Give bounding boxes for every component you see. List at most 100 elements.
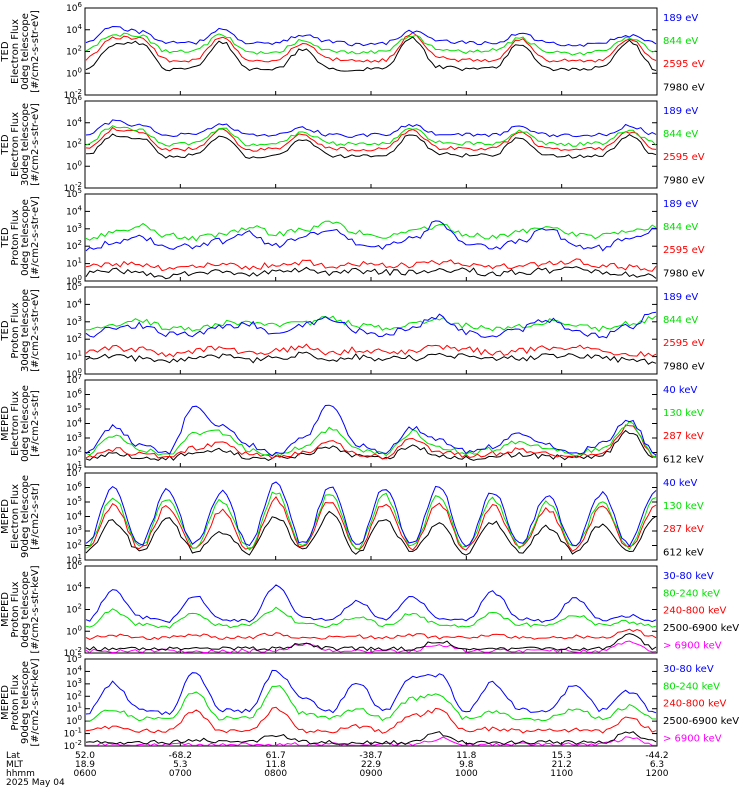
y-tick-label: 105 <box>66 402 82 415</box>
y-tick-label: 102 <box>66 239 82 252</box>
y-tick-label: 10-2 <box>64 181 82 194</box>
legend-label: 2595 eV <box>663 245 705 256</box>
y-tick-label: 103 <box>66 431 82 444</box>
legend-label: > 6900 keV <box>663 733 722 744</box>
legend-label: 30-80 keV <box>663 571 714 582</box>
y-tick-label: 103 <box>66 222 82 235</box>
legend-label: 2595 eV <box>663 59 705 70</box>
series-line-3 <box>85 220 657 242</box>
series-line-4 <box>85 119 657 138</box>
series-line-5 <box>85 584 657 623</box>
y-tick-label: 105 <box>66 187 82 200</box>
footer-value: 22.9 <box>361 760 381 770</box>
y-tick-label: 104 <box>66 417 82 430</box>
footer-value: 1000 <box>455 769 478 779</box>
y-tick-label: 106 <box>66 559 82 572</box>
y-axis-label: MEPEDElectron Flux90deg telescope[#/cm2-… <box>0 475 41 558</box>
legend-label: 2595 eV <box>663 338 705 349</box>
footer-value: -44.2 <box>645 751 668 761</box>
series-line-5 <box>85 669 657 716</box>
y-tick-label: 100 <box>66 367 82 380</box>
y-axis-label: MEPEDProton Flux0deg telescope[#/cm2-s-s… <box>0 565 41 653</box>
y-tick-label: 104 <box>66 510 82 523</box>
series-line-4 <box>85 220 657 252</box>
footer-value: 18.9 <box>75 760 95 770</box>
series-line-1 <box>85 36 657 72</box>
series-line-2 <box>85 424 657 460</box>
legend-label: 130 keV <box>663 501 704 512</box>
y-tick-label: 10-2 <box>64 739 82 752</box>
y-tick-label: 100 <box>66 66 82 79</box>
y-tick-label: 105 <box>66 652 82 665</box>
series-line-2 <box>85 343 657 358</box>
y-tick-label: 106 <box>66 1 82 14</box>
series-line-4 <box>85 606 657 629</box>
footer-value: 5.3 <box>173 760 187 770</box>
y-tick-label: 107 <box>66 466 82 479</box>
series-line-2 <box>85 31 657 63</box>
series-line-1 <box>85 266 657 280</box>
panel-frame <box>84 565 658 654</box>
footer-ephemeris: Lat 52.0 -68.2 61.7 -38.7 11.8 15.3 -44.2 MLT 18.… <box>6 751 669 788</box>
footer-value: 11.8 <box>266 760 286 770</box>
y-tick-label: 103 <box>66 315 82 328</box>
legend-label: 7980 eV <box>663 361 705 372</box>
y-tick-label: 101 <box>66 257 82 270</box>
y-tick-label: 10-2 <box>64 88 82 101</box>
series-line-2 <box>85 126 657 152</box>
y-tick-label: 104 <box>66 116 82 129</box>
y-tick-label: 10-2 <box>64 646 82 659</box>
footer-date: 2025 May 04 <box>6 778 65 788</box>
y-tick-label: 104 <box>66 204 82 217</box>
panel-1: 10-2 100 102 104 106 TEDElectron Flux0deg tel… <box>0 1 705 101</box>
series-line-4 <box>85 685 657 722</box>
y-tick-label: 100 <box>66 624 82 637</box>
legend-label: 80-240 keV <box>663 588 720 599</box>
footer-row-label: Lat <box>6 751 21 761</box>
legend-label: 240-800 keV <box>663 606 727 617</box>
legend-label: 7980 eV <box>663 268 705 279</box>
footer-value: 1100 <box>550 769 573 779</box>
legend-label: 844 eV <box>663 315 698 326</box>
legend-label: 7980 eV <box>663 82 705 93</box>
series-line-2 <box>85 731 657 746</box>
y-tick-label: 102 <box>66 332 82 345</box>
y-tick-label: 104 <box>66 581 82 594</box>
footer-value: -68.2 <box>169 751 192 761</box>
y-tick-label: 103 <box>66 524 82 537</box>
footer-value: 0700 <box>169 769 192 779</box>
y-tick-label: 100 <box>66 714 82 727</box>
legend-label: 80-240 keV <box>663 681 720 692</box>
y-tick-label: 106 <box>66 94 82 107</box>
y-axis-label: MEPEDProton Flux90deg telescope[#/cm2-s-… <box>0 658 41 746</box>
y-tick-label: 101 <box>66 350 82 363</box>
legend-label: 2595 eV <box>663 152 705 163</box>
y-tick-label: 10-1 <box>64 727 82 740</box>
series-line-3 <box>85 491 657 551</box>
legend-label: 189 eV <box>663 13 698 24</box>
y-tick-label: 102 <box>66 446 82 459</box>
footer-value: 1200 <box>646 769 669 779</box>
footer-value: 0900 <box>360 769 383 779</box>
y-tick-label: 102 <box>66 689 82 702</box>
series-line-4 <box>85 404 657 457</box>
y-axis-label: TEDProton Flux30deg telescope[#/cm2-s-st… <box>0 289 41 372</box>
legend-label: 287 keV <box>663 524 704 535</box>
y-tick-label: 103 <box>66 677 82 690</box>
legend-label: 844 eV <box>663 36 698 47</box>
y-tick-label: 104 <box>66 23 82 36</box>
legend-label: 844 eV <box>663 129 698 140</box>
legend-label: 612 keV <box>663 454 704 465</box>
y-axis-label: TEDElectron Flux0deg telescope[#/cm2-s-s… <box>0 10 41 93</box>
series-line-1 <box>85 351 657 365</box>
footer-value: 0800 <box>264 769 287 779</box>
footer-value: 0600 <box>74 769 97 779</box>
series-line-3 <box>85 706 657 734</box>
y-tick-label: 102 <box>66 539 82 552</box>
legend-label: 287 keV <box>663 431 704 442</box>
legend-label: 189 eV <box>663 292 698 303</box>
panel-2: 10-2 100 102 104 106 TEDElectron Flux30deg te… <box>0 94 705 194</box>
